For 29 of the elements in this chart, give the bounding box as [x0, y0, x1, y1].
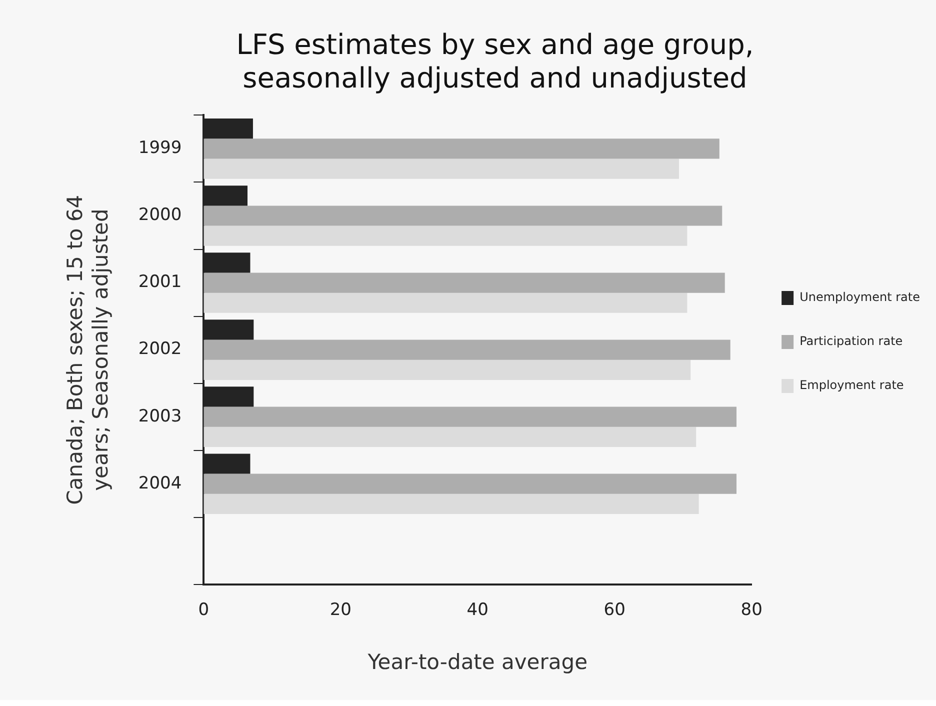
bar — [204, 138, 720, 159]
x-tick-label: 0 — [198, 600, 210, 620]
x-tick-label: 60 — [604, 600, 626, 620]
bar — [204, 158, 679, 179]
legend-label: Employment rate — [800, 378, 904, 392]
x-tick-label: 80 — [740, 600, 762, 620]
bar — [204, 340, 730, 360]
chart-title: LFS estimates by sex and age group, seasonally adjusted and unadjusted — [236, 28, 754, 95]
bar — [204, 474, 737, 494]
x-axis-title: Year-to-date average — [366, 650, 588, 674]
bar — [204, 406, 737, 427]
y-tick-label: 1999 — [138, 138, 182, 158]
y-tick-label: 2001 — [138, 272, 182, 292]
legend-label: Participation rate — [800, 334, 903, 348]
y-tick-label: 2002 — [138, 339, 182, 360]
bar — [204, 426, 696, 447]
y-axis-title: Canada; Both sexes; 15 to 64 years; Seasonally adjusted — [63, 194, 112, 505]
y-tick-label: 2003 — [138, 406, 182, 426]
y-tick-label: 2004 — [138, 473, 182, 494]
legend-label: Unemployment rate — [800, 290, 920, 304]
bar — [204, 206, 722, 226]
bar — [204, 360, 691, 380]
bar — [204, 226, 688, 246]
bar — [204, 292, 688, 313]
bar — [204, 494, 699, 514]
x-tick-label: 20 — [330, 600, 352, 620]
x-tick-label: 40 — [466, 600, 488, 620]
y-tick-label: 2000 — [138, 205, 182, 226]
bar — [204, 272, 725, 293]
